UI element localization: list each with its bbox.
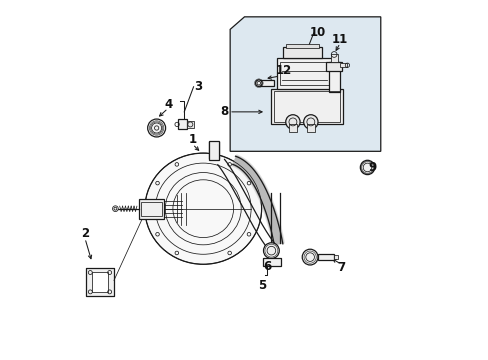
Text: 10: 10 [309, 27, 325, 40]
Bar [187, 121, 193, 128]
Circle shape [147, 119, 165, 137]
Bar [260, 80, 273, 86]
Bar [286, 44, 318, 48]
Text: 11: 11 [331, 33, 347, 46]
Text: 2: 2 [81, 227, 89, 240]
Bar [86, 268, 114, 296]
Text: 1: 1 [188, 133, 196, 146]
Bar [325, 62, 342, 71]
Bar [282, 47, 322, 58]
Bar [276, 58, 332, 89]
Bar [328, 62, 339, 92]
Text: 6: 6 [263, 260, 271, 273]
Text: 9: 9 [367, 161, 376, 174]
Bar [306, 125, 314, 132]
Bar [274, 91, 340, 122]
Circle shape [360, 160, 374, 175]
Bar [339, 63, 346, 67]
Polygon shape [230, 17, 380, 151]
Bar [178, 120, 187, 130]
Text: 7: 7 [337, 261, 345, 274]
Bar [317, 254, 333, 260]
Bar [139, 199, 163, 219]
Bar [263, 258, 281, 266]
Ellipse shape [144, 153, 261, 264]
Bar [333, 255, 337, 259]
Text: 12: 12 [275, 64, 291, 77]
Text: 8: 8 [220, 105, 228, 118]
Text: 4: 4 [163, 98, 172, 111]
Bar [140, 202, 162, 216]
Circle shape [255, 80, 262, 86]
Bar [330, 54, 337, 62]
Bar [271, 89, 343, 125]
Text: 3: 3 [193, 80, 202, 93]
Bar [92, 272, 108, 292]
Circle shape [303, 115, 317, 129]
Circle shape [302, 249, 317, 265]
Circle shape [112, 206, 118, 212]
Circle shape [285, 115, 300, 129]
Bar [280, 62, 328, 85]
Bar [288, 125, 297, 132]
Bar [208, 140, 219, 160]
Text: 5: 5 [258, 279, 266, 292]
Circle shape [263, 243, 279, 258]
